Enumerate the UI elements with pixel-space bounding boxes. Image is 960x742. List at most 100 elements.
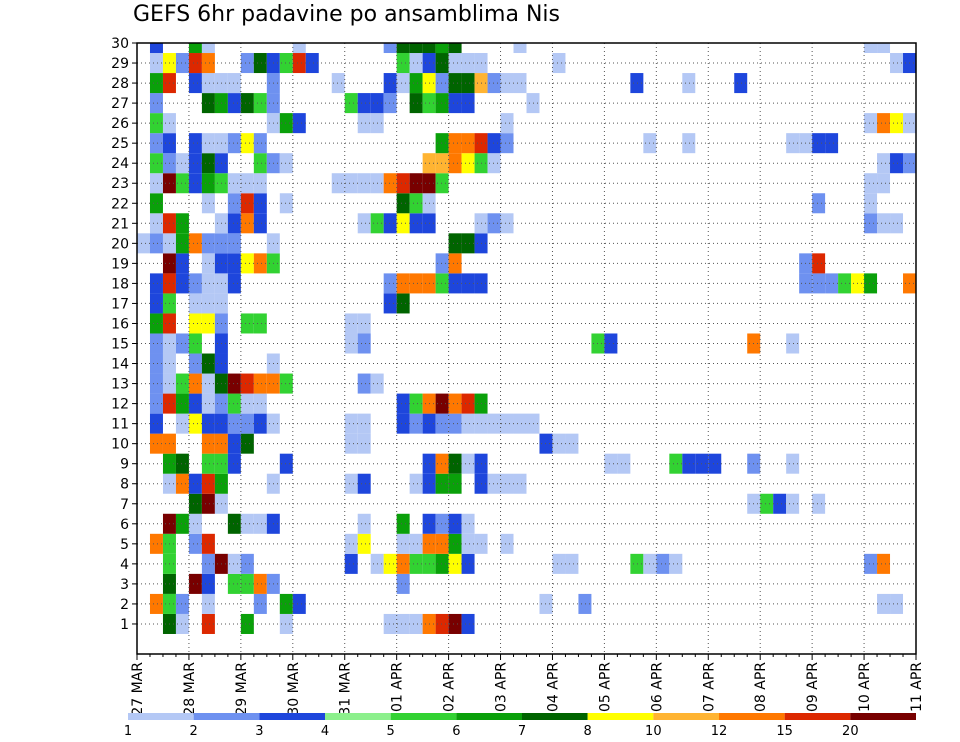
x-tick-label: 06 APR	[649, 662, 665, 712]
precip-cell	[396, 533, 410, 554]
precip-cell	[253, 513, 267, 534]
precip-cell	[487, 473, 501, 494]
x-tick-label: 29 MAR	[234, 662, 250, 716]
precip-cell	[461, 613, 475, 634]
precip-cell	[344, 333, 358, 354]
y-tick-label: 23	[111, 176, 129, 192]
precip-cell	[435, 273, 449, 294]
precip-cell	[227, 453, 241, 474]
precip-cell	[461, 73, 475, 94]
precip-cell	[487, 153, 501, 174]
precip-cell	[409, 93, 423, 114]
precip-cell	[812, 193, 826, 214]
precip-cell	[448, 253, 462, 274]
y-tick-label: 6	[120, 517, 129, 533]
precip-cell	[825, 133, 839, 154]
precip-cell	[630, 553, 644, 574]
precip-cell	[253, 93, 267, 114]
precip-cell	[201, 593, 215, 614]
precip-cell	[149, 53, 163, 74]
precip-cell	[149, 533, 163, 554]
precip-cell	[461, 93, 475, 114]
precip-cell	[201, 293, 215, 314]
precip-cell	[188, 533, 202, 554]
precip-cell	[149, 433, 163, 454]
precip-cell	[188, 153, 202, 174]
precip-cell	[890, 53, 904, 74]
precip-cell	[227, 233, 241, 254]
precip-cell	[409, 193, 423, 214]
precip-cell	[240, 513, 254, 534]
precip-cell	[188, 273, 202, 294]
y-tick-label: 7	[120, 497, 129, 513]
precip-cell	[604, 333, 618, 354]
precip-cell	[396, 173, 410, 194]
precip-cell	[240, 313, 254, 334]
precip-cell	[175, 333, 189, 354]
y-tick-label: 4	[120, 557, 129, 573]
precip-cell	[175, 53, 189, 74]
colorbar-label: 6	[452, 724, 460, 739]
precip-cell	[149, 233, 163, 254]
precip-cell	[227, 573, 241, 594]
precip-cell	[409, 613, 423, 634]
precip-cell	[357, 173, 371, 194]
precip-cell	[500, 113, 514, 134]
precip-cell	[708, 453, 722, 474]
precip-cell	[357, 93, 371, 114]
precip-cell	[526, 413, 540, 434]
precip-cell	[409, 273, 423, 294]
precip-cell	[240, 373, 254, 394]
precip-cell	[409, 173, 423, 194]
colorbar-label: 3	[255, 724, 263, 739]
x-tick-label: 03 APR	[494, 662, 510, 712]
precip-cell	[396, 513, 410, 534]
precip-cell	[435, 553, 449, 574]
precip-cell	[149, 313, 163, 334]
precip-cell	[240, 433, 254, 454]
y-tick-label: 27	[111, 96, 129, 112]
precip-cell	[448, 43, 462, 54]
precip-cell	[344, 173, 358, 194]
precip-cell	[201, 413, 215, 434]
precip-cell	[279, 153, 293, 174]
precip-cell	[396, 193, 410, 214]
precip-cell	[786, 333, 800, 354]
precip-cell	[864, 193, 878, 214]
precip-cell	[344, 473, 358, 494]
colorbar-label: 12	[711, 724, 728, 739]
precip-cell	[877, 113, 891, 134]
precip-cell	[137, 233, 150, 254]
precip-cell	[396, 293, 410, 314]
colorbar-segment	[587, 713, 654, 720]
precip-cell	[617, 453, 631, 474]
precip-cell	[253, 393, 267, 414]
precip-cell	[383, 293, 397, 314]
precip-cell	[760, 493, 774, 514]
precip-cell	[279, 453, 293, 474]
precip-cell	[175, 453, 189, 474]
precip-cell	[396, 73, 410, 94]
precip-cell	[227, 253, 241, 274]
precip-cell	[357, 433, 371, 454]
x-tick-label: 11 APR	[909, 662, 925, 712]
precip-cell	[175, 153, 189, 174]
precip-cell	[175, 613, 189, 634]
colorbar-segment	[128, 713, 194, 720]
precip-cell	[461, 393, 475, 414]
precip-cell	[448, 453, 462, 474]
precip-cell	[461, 513, 475, 534]
precip-cell	[188, 473, 202, 494]
precip-cell	[487, 413, 501, 434]
precip-cell	[227, 213, 241, 234]
precip-cell	[383, 213, 397, 234]
precip-cell	[448, 53, 462, 74]
precip-cell	[227, 393, 241, 414]
precip-cell	[409, 213, 423, 234]
precip-cell	[201, 73, 215, 94]
precip-cell	[201, 373, 215, 394]
y-tick-label: 12	[111, 397, 129, 413]
y-tick-label: 28	[111, 76, 129, 92]
precip-cell	[149, 173, 163, 194]
